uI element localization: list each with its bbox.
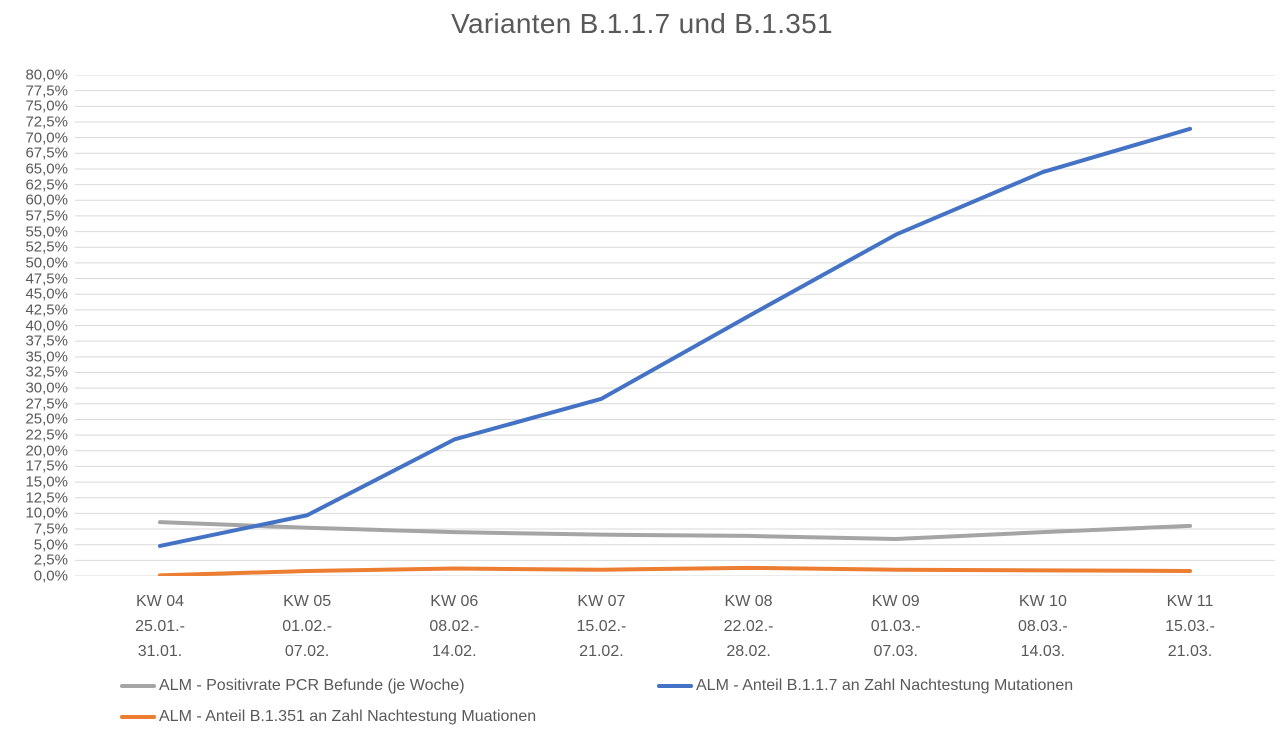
y-axis-tick-label: 45,0% [25, 285, 68, 303]
x-axis-label-week: KW 10 [1018, 593, 1067, 610]
y-axis-tick-label: 0,0% [33, 567, 68, 585]
x-axis-label-range-start: 01.02.- [282, 618, 333, 635]
gridlines [75, 75, 1275, 576]
legend-swatch-icon [120, 684, 156, 688]
x-axis-category-label: KW 10 08.03.- 14.03. [983, 589, 1103, 664]
y-axis-tick-label: 10,0% [25, 504, 68, 522]
legend-item-anteil-b1351: ALM - Anteil B.1.351 an Zahl Nachtestung… [120, 708, 657, 726]
y-axis-tick-label: 32,5% [25, 363, 68, 381]
y-axis-tick-label: 47,5% [25, 270, 68, 288]
y-axis-tick-label: 52,5% [25, 238, 68, 256]
x-axis-category-label: KW 05 01.02.- 07.02. [247, 589, 367, 664]
x-axis-category-label: KW 07 15.02.- 21.02. [541, 589, 661, 664]
x-axis-label-week: KW 09 [871, 593, 920, 610]
y-axis-tick-label: 62,5% [25, 176, 68, 194]
legend-label: ALM - Anteil B.1.351 an Zahl Nachtestung… [159, 708, 537, 725]
y-axis-tick-label: 37,5% [25, 332, 68, 350]
legend: ALM - Positivrate PCR Befunde (je Woche)… [120, 677, 1073, 726]
x-axis-label-range-end: 07.03. [873, 643, 918, 660]
plot-area [75, 75, 1275, 576]
legend-label: ALM - Anteil B.1.1.7 an Zahl Nachtestung… [696, 677, 1074, 694]
plot-svg [75, 75, 1275, 576]
legend-label: ALM - Positivrate PCR Befunde (je Woche) [159, 677, 465, 694]
y-axis-tick-label: 77,5% [25, 82, 68, 100]
x-axis-label-range-start: 22.02.- [723, 618, 774, 635]
x-axis-label-range-start: 15.03.- [1165, 618, 1215, 635]
y-axis-tick-label: 57,5% [25, 207, 68, 225]
series-lines [158, 126, 1192, 576]
x-axis-category-label: KW 08 22.02.- 28.02. [689, 589, 809, 664]
x-axis-category-label: KW 04 25.01.- 31.01. [100, 589, 220, 664]
y-axis-tick-label: 15,0% [25, 473, 68, 491]
x-axis-label-range-end: 07.02. [284, 643, 330, 660]
y-axis-tick-label: 72,5% [25, 113, 68, 131]
x-axis-category-label: KW 11 15.03.- 21.03. [1130, 589, 1250, 664]
y-axis-tick-label: 2,5% [33, 551, 68, 569]
y-axis-tick-label: 30,0% [25, 379, 68, 397]
x-axis-label-range-start: 08.03.- [1017, 618, 1068, 635]
y-axis-tick-label: 65,0% [25, 160, 68, 178]
y-axis-tick-label: 42,5% [25, 301, 68, 319]
y-axis-tick-label: 20,0% [25, 442, 68, 460]
legend-item-positivrate-pcr: ALM - Positivrate PCR Befunde (je Woche) [120, 677, 657, 695]
x-axis-label-range-start: 01.03.- [870, 618, 921, 635]
x-axis-category-label: KW 06 08.02.- 14.02. [394, 589, 514, 664]
y-axis-tick-label: 17,5% [25, 457, 68, 475]
y-axis-tick-label: 22,5% [25, 426, 68, 444]
y-axis-tick-label: 67,5% [25, 144, 68, 162]
legend-item-anteil-b117: ALM - Anteil B.1.1.7 an Zahl Nachtestung… [657, 677, 1073, 695]
x-axis-label-week: KW 08 [724, 593, 773, 610]
series-line-positivrate-pcr [158, 520, 1192, 542]
y-axis-tick-label: 75,0% [25, 97, 68, 115]
y-axis-tick-label: 27,5% [25, 395, 68, 413]
x-axis-label-week: KW 07 [577, 593, 626, 610]
y-axis-tick-label: 55,0% [25, 223, 68, 241]
y-axis-tick-label: 70,0% [25, 129, 68, 147]
legend-swatch-icon [657, 684, 693, 688]
x-axis-label-range-start: 15.02.- [576, 618, 627, 635]
y-axis-tick-label: 40,0% [25, 317, 68, 334]
y-axis-tick-label: 5,0% [33, 536, 68, 554]
x-axis-label-range-start: 25.01.- [135, 618, 185, 635]
x-axis-label-range-end: 14.03. [1020, 643, 1066, 660]
x-axis-label-range-start: 08.02.- [429, 618, 480, 635]
chart-title: Varianten B.1.1.7 und B.1.351 [451, 8, 833, 39]
y-axis-tick-label: 12,5% [25, 489, 68, 507]
series-line-anteil-b117 [158, 126, 1192, 548]
x-axis-category-label: KW 09 01.03.- 07.03. [836, 589, 956, 664]
x-axis-label-range-end: 21.02. [579, 643, 624, 660]
legend-swatch-icon [120, 715, 156, 719]
y-axis-tick-label: 80,0% [25, 66, 68, 84]
x-axis-label-range-end: 21.03. [1167, 643, 1213, 660]
x-axis-label-range-end: 14.02. [432, 643, 477, 660]
x-axis-label-week: KW 11 [1166, 593, 1214, 610]
y-axis-tick-label: 35,0% [25, 348, 68, 366]
y-axis-tick-label: 50,0% [25, 254, 68, 272]
y-axis-tick-label: 60,0% [25, 191, 68, 209]
x-axis-label-range-end: 28.02. [726, 643, 771, 660]
y-axis-tick-label: 7,5% [33, 520, 68, 538]
y-axis-tick-label: 25,0% [25, 410, 68, 428]
series-line-anteil-b1351 [158, 565, 1192, 576]
x-axis-label-week: KW 05 [283, 593, 332, 610]
x-axis-label-range-end: 31.01. [137, 643, 183, 660]
x-axis-label-week: KW 06 [430, 593, 479, 610]
x-axis-label-week: KW 04 [135, 593, 184, 610]
